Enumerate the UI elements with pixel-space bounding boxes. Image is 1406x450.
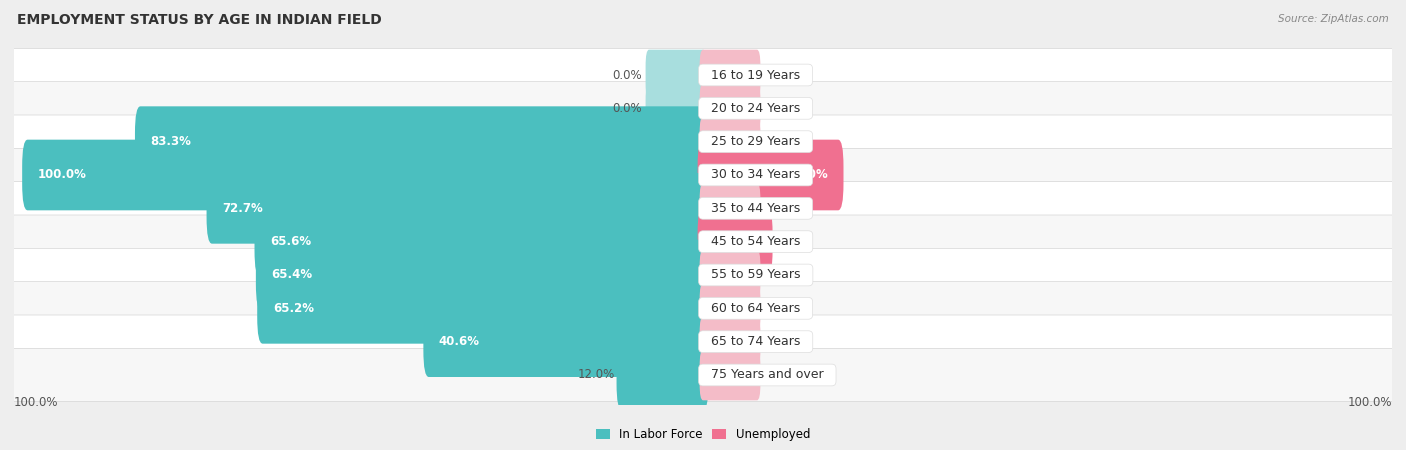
Text: EMPLOYMENT STATUS BY AGE IN INDIAN FIELD: EMPLOYMENT STATUS BY AGE IN INDIAN FIELD [17,14,381,27]
Text: 0.0%: 0.0% [613,68,643,81]
Text: 16 to 19 Years: 16 to 19 Years [703,68,808,81]
FancyBboxPatch shape [13,115,1393,168]
FancyBboxPatch shape [13,182,1393,235]
Text: 60 to 64 Years: 60 to 64 Years [703,302,808,315]
FancyBboxPatch shape [13,215,1393,268]
FancyBboxPatch shape [645,50,706,100]
Text: 75 Years and over: 75 Years and over [703,369,831,382]
Text: 0.0%: 0.0% [763,302,793,315]
FancyBboxPatch shape [254,207,709,277]
Text: 100.0%: 100.0% [38,168,87,181]
FancyBboxPatch shape [22,140,709,210]
FancyBboxPatch shape [700,316,761,367]
Text: 9.5%: 9.5% [773,235,804,248]
Text: 25 to 29 Years: 25 to 29 Years [703,135,808,148]
Text: 83.3%: 83.3% [150,135,191,148]
Text: 65 to 74 Years: 65 to 74 Years [703,335,808,348]
Text: 0.0%: 0.0% [763,135,793,148]
Text: 100.0%: 100.0% [1347,396,1392,409]
FancyBboxPatch shape [13,282,1393,335]
Text: 45 to 54 Years: 45 to 54 Years [703,235,808,248]
FancyBboxPatch shape [700,50,761,100]
FancyBboxPatch shape [697,207,772,277]
Text: Source: ZipAtlas.com: Source: ZipAtlas.com [1278,14,1389,23]
FancyBboxPatch shape [257,273,709,344]
Text: 12.0%: 12.0% [578,369,616,382]
FancyBboxPatch shape [645,83,706,134]
Text: 0.0%: 0.0% [763,335,793,348]
FancyBboxPatch shape [423,306,709,377]
FancyBboxPatch shape [617,340,709,410]
Text: 0.0%: 0.0% [763,369,793,382]
Text: 65.4%: 65.4% [271,269,312,282]
Text: 35 to 44 Years: 35 to 44 Years [703,202,808,215]
FancyBboxPatch shape [700,117,761,167]
FancyBboxPatch shape [700,183,761,234]
Text: 30 to 34 Years: 30 to 34 Years [703,168,808,181]
Text: 72.7%: 72.7% [222,202,263,215]
FancyBboxPatch shape [700,283,761,333]
Legend: In Labor Force, Unemployed: In Labor Force, Unemployed [591,423,815,446]
FancyBboxPatch shape [13,348,1393,402]
Text: 20.0%: 20.0% [787,168,828,181]
FancyBboxPatch shape [700,350,761,400]
Text: 0.0%: 0.0% [763,102,793,115]
FancyBboxPatch shape [13,48,1393,102]
FancyBboxPatch shape [700,83,761,134]
Text: 20 to 24 Years: 20 to 24 Years [703,102,808,115]
FancyBboxPatch shape [256,240,709,310]
Text: 65.6%: 65.6% [270,235,311,248]
Text: 0.0%: 0.0% [613,102,643,115]
FancyBboxPatch shape [135,106,709,177]
Text: 40.6%: 40.6% [439,335,479,348]
FancyBboxPatch shape [13,315,1393,369]
Text: 65.2%: 65.2% [273,302,314,315]
FancyBboxPatch shape [13,248,1393,302]
Text: 0.0%: 0.0% [763,202,793,215]
FancyBboxPatch shape [13,81,1393,135]
Text: 55 to 59 Years: 55 to 59 Years [703,269,808,282]
Text: 0.0%: 0.0% [763,68,793,81]
Text: 100.0%: 100.0% [14,396,59,409]
FancyBboxPatch shape [697,140,844,210]
FancyBboxPatch shape [13,148,1393,202]
FancyBboxPatch shape [207,173,709,243]
Text: 0.0%: 0.0% [763,269,793,282]
FancyBboxPatch shape [700,250,761,300]
